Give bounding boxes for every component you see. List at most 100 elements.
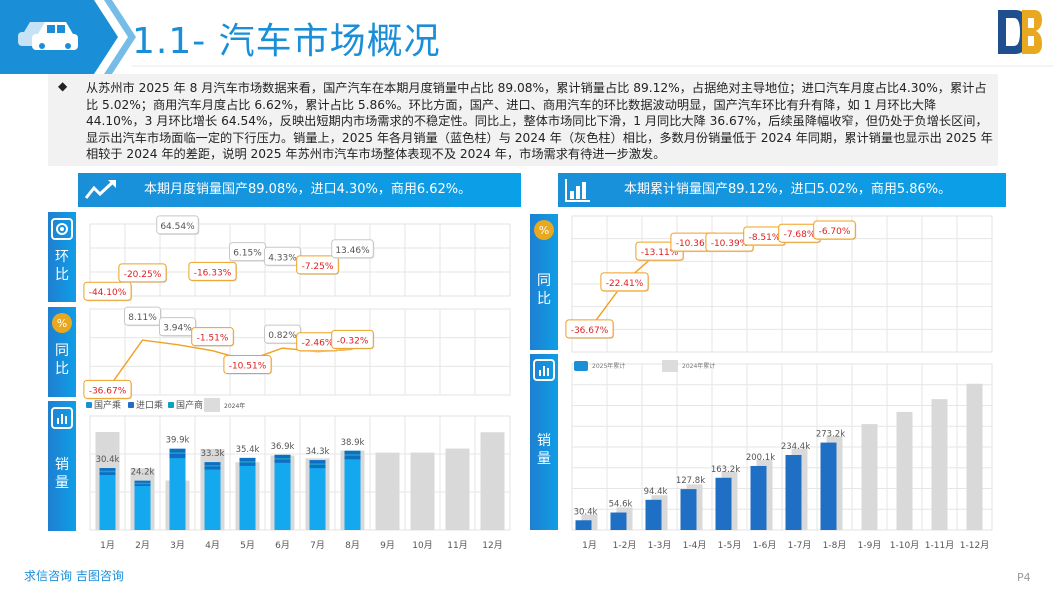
yoy-label-box xyxy=(331,329,374,349)
bar-2025-total xyxy=(239,457,256,530)
bar-label: 234.4k xyxy=(781,442,810,452)
company-logo xyxy=(998,10,1042,54)
bar-label: 36.9k xyxy=(271,442,295,452)
legend-swatch xyxy=(128,402,134,408)
legend-swatch xyxy=(86,402,92,408)
bar-2025-cum xyxy=(785,454,802,530)
cum-yoy-label-box xyxy=(565,319,614,339)
bar-2025-total xyxy=(204,462,221,530)
x-tick-label: 7月 xyxy=(310,540,325,551)
legend-label: 2025年累计 xyxy=(592,362,625,370)
bar-label: 94.4k xyxy=(644,487,668,497)
yoy-label: 0.82% xyxy=(268,331,297,341)
legend-swatch xyxy=(662,360,678,372)
legend-label: 2024年 xyxy=(224,402,245,410)
bar-2024 xyxy=(480,432,505,530)
bar-2025-total xyxy=(169,448,186,530)
yoy-label: 8.11% xyxy=(128,313,157,323)
x-tick-label: 4月 xyxy=(205,540,220,551)
x-tick-label: 1-5月 xyxy=(718,540,742,551)
yoy-label: -2.46% xyxy=(302,339,334,349)
x-tick-label: 1-6月 xyxy=(753,540,777,551)
chart-icon xyxy=(51,407,73,429)
legend-swatch xyxy=(574,361,588,371)
bar-chart-icon xyxy=(565,179,590,202)
legend-label: 国产商 xyxy=(176,399,203,411)
side-label-cum-sales xyxy=(530,354,558,530)
bar-2025-total xyxy=(309,460,326,530)
x-tick-label: 1-4月 xyxy=(683,540,707,551)
x-tick-label: 9月 xyxy=(380,540,395,551)
x-tick-label: 1-9月 xyxy=(858,540,882,551)
bar-2025-cum xyxy=(715,477,732,530)
bar-2024-cum xyxy=(896,411,913,530)
bar-label: 54.6k xyxy=(609,500,633,510)
legend-label: 进口乘 xyxy=(136,399,163,411)
bar-label: 200.1k xyxy=(746,453,775,463)
bar-2024 xyxy=(375,452,400,530)
cum-yoy-label: -7.68% xyxy=(784,230,816,240)
label-mom: 环比 xyxy=(55,249,69,283)
mom-label-box xyxy=(296,255,339,275)
label-cum-yoy: 同比 xyxy=(537,273,551,307)
bar-2024 xyxy=(445,448,470,530)
mom-label-box xyxy=(188,261,237,281)
mom-label: -20.25% xyxy=(124,270,162,280)
x-tick-label: 1-3月 xyxy=(648,540,672,551)
label-sales: 销量 xyxy=(55,457,69,491)
bar-label: 33.3k xyxy=(201,449,225,459)
x-tick-label: 1-11月 xyxy=(925,540,954,551)
mom-label-box xyxy=(331,239,374,259)
bar-2025-total xyxy=(99,468,116,530)
label-cum-sales: 销量 xyxy=(537,433,551,467)
bar-label: 35.4k xyxy=(236,445,260,455)
cum-yoy-label: -8.51% xyxy=(749,233,781,243)
bar-2025-total xyxy=(134,480,151,530)
summary-box xyxy=(48,74,998,166)
mom-label-box xyxy=(118,263,167,283)
bar-2025-cum xyxy=(680,489,697,530)
bar-2025-seg xyxy=(99,470,116,473)
x-tick-label: 1-7月 xyxy=(788,540,812,551)
bar-2025-cum xyxy=(750,465,767,530)
percent-icon-right: % xyxy=(534,220,554,240)
bar-2025-seg xyxy=(134,482,151,485)
x-tick-label: 3月 xyxy=(170,540,185,551)
yoy-label-box xyxy=(223,355,272,375)
bar-label: 39.9k xyxy=(166,436,190,446)
left-banner: 本期月度销量国产89.08%，进口4.30%，商用6.62%。 xyxy=(78,173,521,207)
cum-yoy-label: -22.41% xyxy=(606,279,644,289)
chart-icon-right xyxy=(533,359,555,381)
x-tick-label: 5月 xyxy=(240,540,255,551)
bar-2025-seg xyxy=(169,452,186,454)
yoy-label: -1.51% xyxy=(197,334,229,344)
svg-text:%: % xyxy=(57,317,67,330)
bar-2025-seg xyxy=(204,465,221,467)
page-number: P4 xyxy=(1017,571,1031,584)
x-tick-label: 2月 xyxy=(135,540,150,551)
x-tick-label: 6月 xyxy=(275,540,290,551)
bar-2025-total xyxy=(344,450,361,530)
yoy-label-box xyxy=(83,379,132,399)
bar-2025-cum xyxy=(820,442,837,530)
right-banner-text: 本期累计销量国产89.12%，进口5.02%，商用5.86%。 xyxy=(624,182,952,197)
cum-yoy-label: -10.36% xyxy=(676,239,714,249)
yoy-label-box xyxy=(159,317,196,337)
x-tick-label: 8月 xyxy=(345,540,360,551)
cum-yoy-label-box xyxy=(600,272,649,292)
x-tick-label: 1-2月 xyxy=(613,540,637,551)
cum-yoy-label: -6.70% xyxy=(819,227,851,237)
mom-label: -44.10% xyxy=(89,288,127,298)
percent-icon: % xyxy=(52,313,72,333)
bar-2025-cum xyxy=(575,520,592,530)
legend-label: 国产乘 xyxy=(94,399,121,411)
mom-label-box xyxy=(156,215,199,235)
yoy-label: -10.51% xyxy=(229,362,267,372)
yoy-label: -0.32% xyxy=(337,336,369,346)
bar-label: 34.3k xyxy=(306,447,330,457)
bar-2025-cum xyxy=(645,499,662,530)
mom-label: 6.15% xyxy=(233,249,262,259)
x-tick-label: 12月 xyxy=(482,540,502,551)
footer-brand: 求信咨询 吉图咨询 xyxy=(24,569,124,583)
